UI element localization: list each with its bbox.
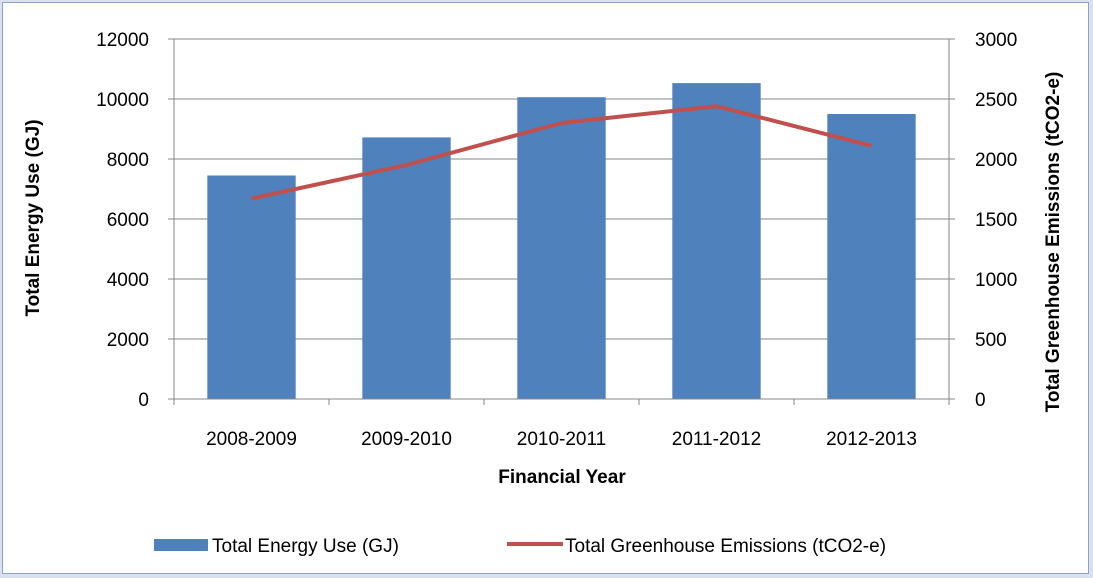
y-axis-title: Total Energy Use (GJ) — [23, 119, 44, 316]
chart-canvas: 0 0 2000 500 4000 1000 6000 1500 8000 2000 10000 25… — [23, 30, 1064, 557]
x-tick-label: 2012-2013 — [826, 429, 917, 450]
y2-tick-label: 500 — [975, 330, 1007, 351]
y-tick-label: 2000 — [107, 330, 149, 351]
y2-tick-label: 1000 — [975, 270, 1017, 291]
y2-tick-label: 2500 — [975, 90, 1017, 111]
legend-label-emissions: Total Greenhouse Emissions (tCO2-e) — [565, 536, 886, 557]
bar — [362, 137, 451, 399]
y-tick-label: 6000 — [107, 210, 149, 231]
bar — [827, 114, 916, 399]
bar-series — [207, 83, 916, 399]
y2-tick-label: 0 — [975, 390, 986, 411]
legend: Total Energy Use (GJ) Total Greenhouse E… — [154, 536, 886, 557]
x-tick-label: 2011-2012 — [672, 429, 761, 450]
y-tick-label: 10000 — [96, 90, 149, 111]
legend-swatch-energy — [154, 539, 208, 551]
x-tick-label: 2008-2009 — [206, 429, 297, 450]
x-axis-title: Financial Year — [498, 467, 626, 488]
legend-label-energy: Total Energy Use (GJ) — [212, 536, 399, 557]
tick-labels: 0 0 2000 500 4000 1000 6000 1500 8000 2000 10000 25… — [96, 30, 1017, 450]
y-tick-label: 12000 — [96, 30, 149, 51]
y-tick-label: 0 — [138, 390, 149, 411]
y2-tick-label: 1500 — [975, 210, 1017, 231]
bar — [207, 175, 296, 399]
y2-tick-label: 2000 — [975, 150, 1017, 171]
bar — [517, 97, 606, 399]
bar — [672, 83, 761, 399]
y2-tick-label: 3000 — [975, 30, 1017, 51]
x-tick-label: 2010-2011 — [517, 429, 606, 450]
y-tick-label: 8000 — [107, 150, 149, 171]
x-tick-label: 2009-2010 — [361, 429, 452, 450]
y2-axis-title: Total Greenhouse Emissions (tCO2-e) — [1043, 72, 1064, 413]
y-tick-label: 4000 — [107, 270, 149, 291]
line-series — [251, 104, 872, 201]
axes — [168, 38, 955, 405]
